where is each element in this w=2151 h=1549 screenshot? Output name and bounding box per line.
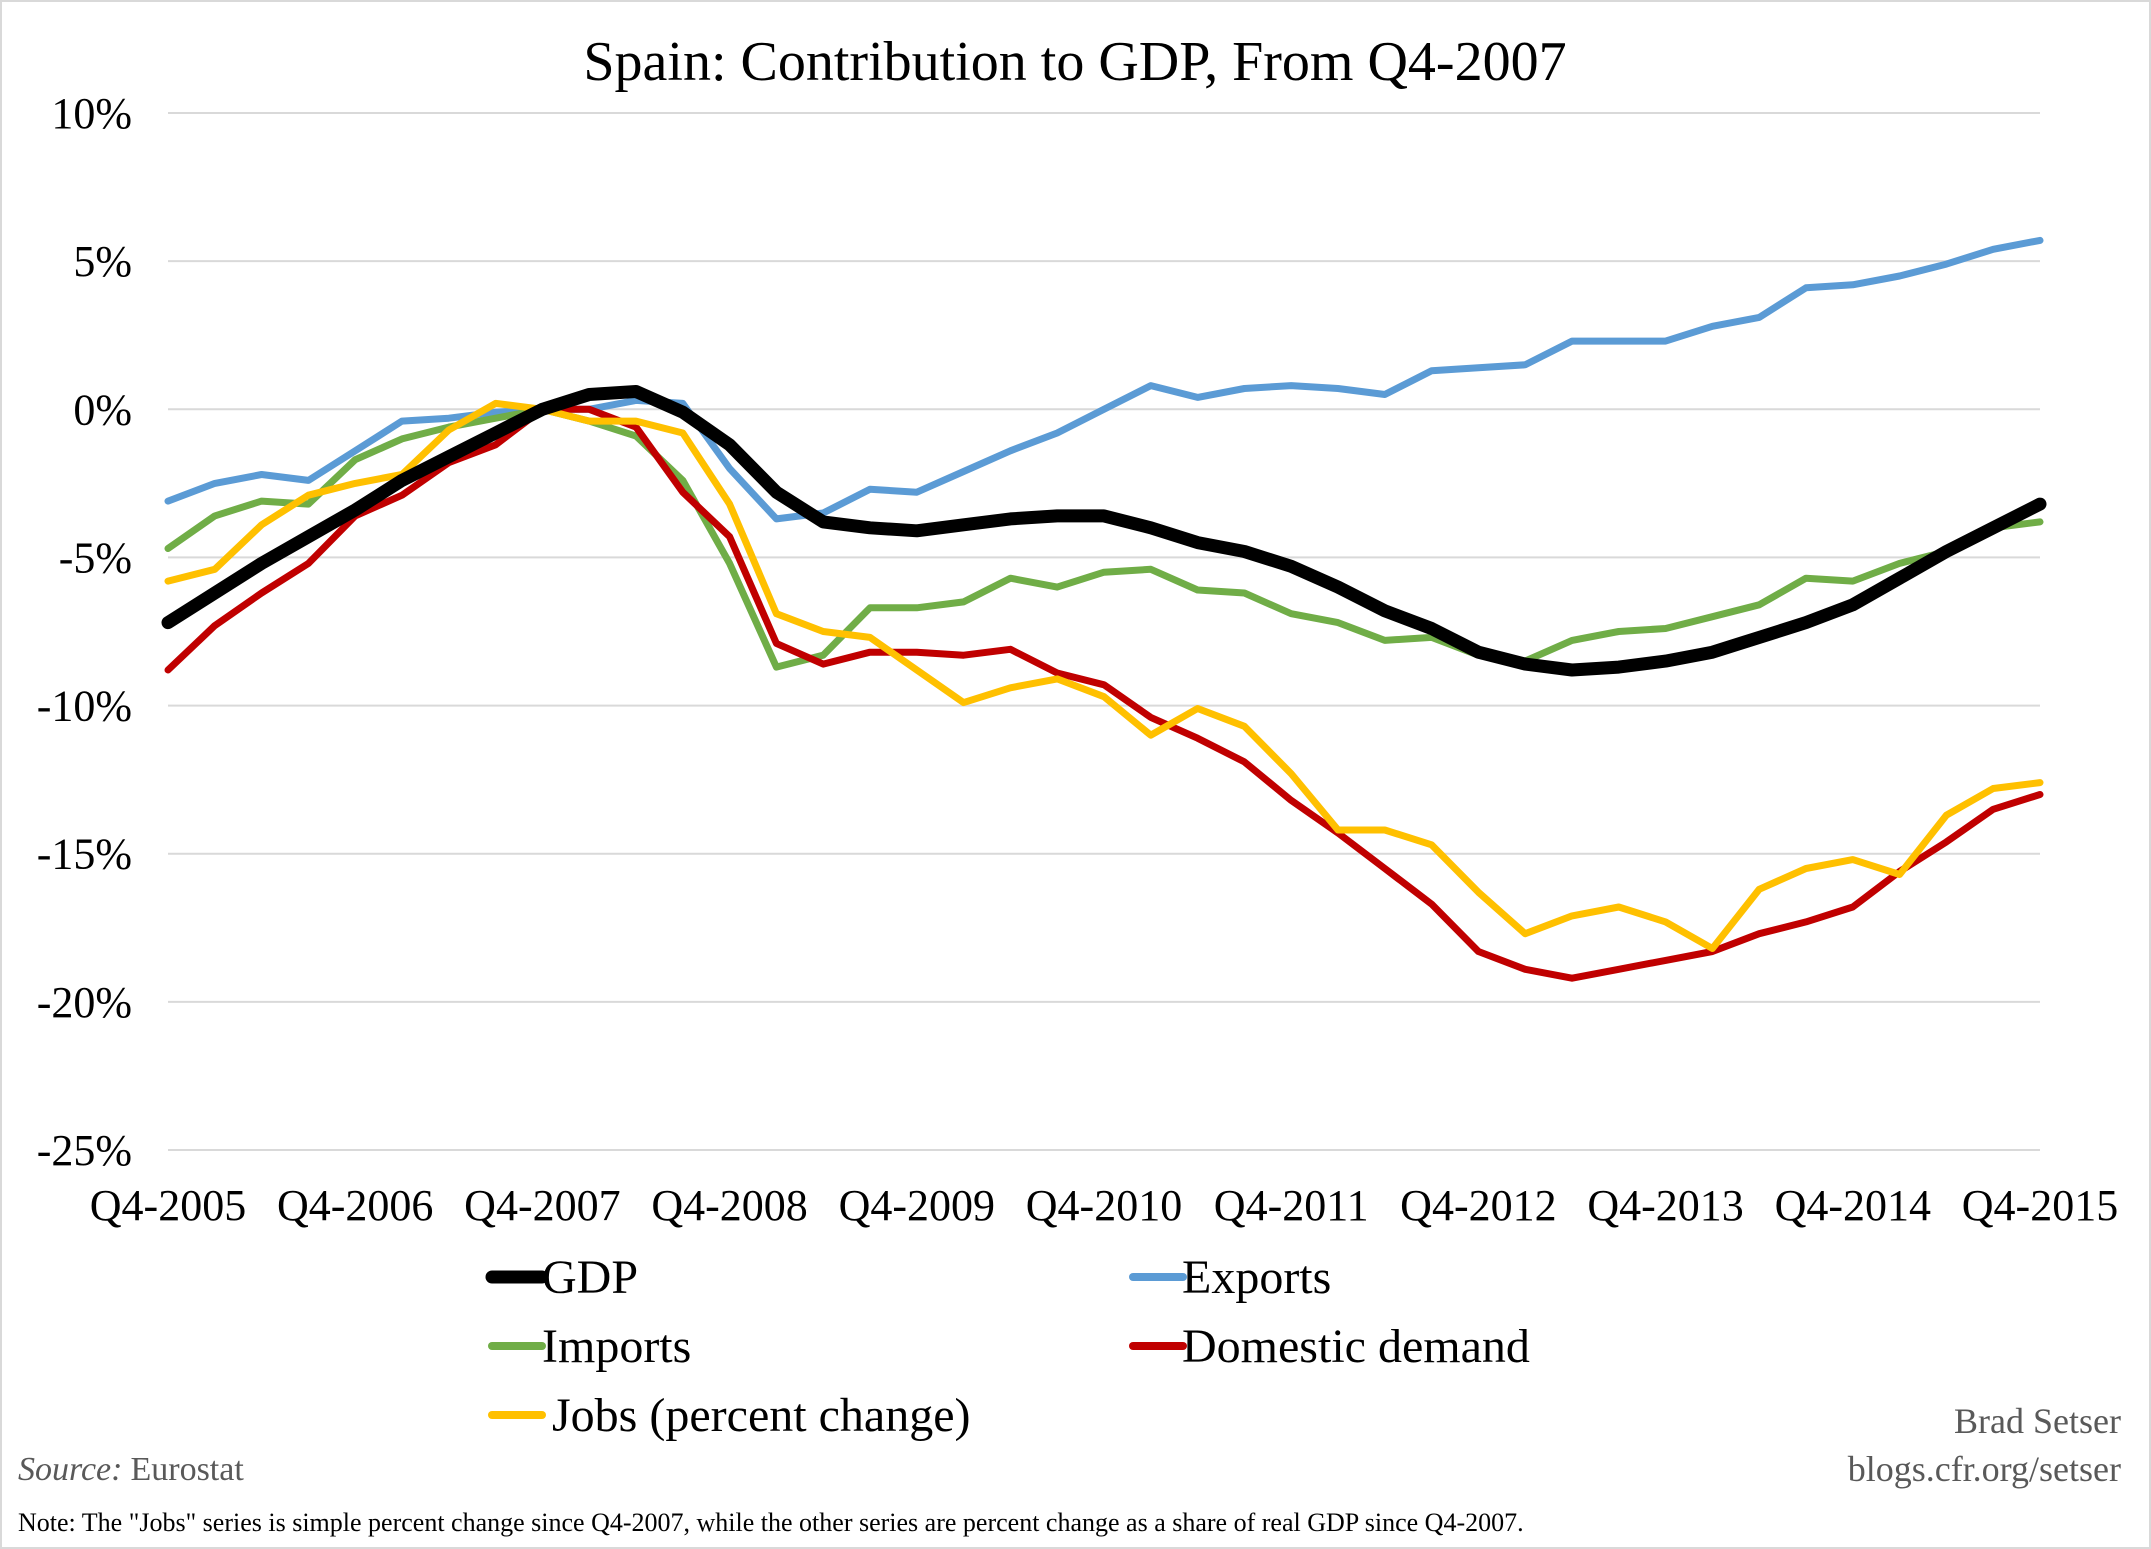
source-value: Eurostat <box>130 1451 244 1488</box>
y-tick-label: -25% <box>37 1126 132 1175</box>
series-line-imports <box>164 405 2044 671</box>
y-tick-label: -5% <box>59 533 132 582</box>
x-tick-label: Q4-2011 <box>1214 1181 1369 1230</box>
x-tick-label: Q4-2008 <box>651 1181 807 1230</box>
series-lines <box>161 236 2047 982</box>
x-tick-label: Q4-2005 <box>90 1181 246 1230</box>
y-tick-label: 5% <box>73 237 132 286</box>
y-tick-label: 0% <box>73 385 132 434</box>
credit-site: blogs.cfr.org/setser <box>1848 1449 2121 1489</box>
x-tick-label: Q4-2006 <box>277 1181 433 1230</box>
series-line-domestic-demand <box>164 405 2044 982</box>
credit-author: Brad Setser <box>1954 1401 2121 1441</box>
y-tick-label: -10% <box>37 682 132 731</box>
x-tick-label: Q4-2014 <box>1775 1181 1931 1230</box>
legend-label-domestic-demand: Domestic demand <box>1182 1320 1530 1373</box>
x-tick-label: Q4-2007 <box>464 1181 620 1230</box>
x-tick-label: Q4-2010 <box>1026 1181 1182 1230</box>
legend-label-exports: Exports <box>1182 1251 1331 1304</box>
series-line-gdp <box>161 385 2047 677</box>
series-line-jobs-percent-change <box>164 399 2044 952</box>
chart-title: Spain: Contribution to GDP, From Q4-2007 <box>583 31 1566 93</box>
y-axis-tick-labels: 10% 5% 0% -5% -10% -15% -20% -25% <box>37 89 132 1175</box>
y-tick-label: 10% <box>51 89 132 138</box>
source-line: Source: Eurostat <box>18 1451 244 1488</box>
x-tick-label: Q4-2012 <box>1400 1181 1556 1230</box>
x-axis-tick-labels: Q4-2005 Q4-2006 Q4-2007 Q4-2008 Q4-2009 Q4-20… <box>90 1181 2118 1230</box>
legend-label-imports: Imports <box>542 1320 691 1373</box>
footnote: Note: The "Jobs" series is simple percen… <box>18 1508 1524 1537</box>
legend: GDP Exports Imports Domestic demand Jobs (pe… <box>485 1251 1530 1442</box>
x-tick-label: Q4-2009 <box>839 1181 995 1230</box>
y-tick-label: -15% <box>37 830 132 879</box>
legend-label-gdp: GDP <box>542 1251 638 1304</box>
x-tick-label: Q4-2013 <box>1587 1181 1743 1230</box>
source-label: Source: <box>18 1451 122 1488</box>
legend-label-jobs-percent-change: Jobs (percent change) <box>552 1389 970 1442</box>
y-tick-label: -20% <box>37 978 132 1027</box>
x-tick-label: Q4-2015 <box>1962 1181 2118 1230</box>
